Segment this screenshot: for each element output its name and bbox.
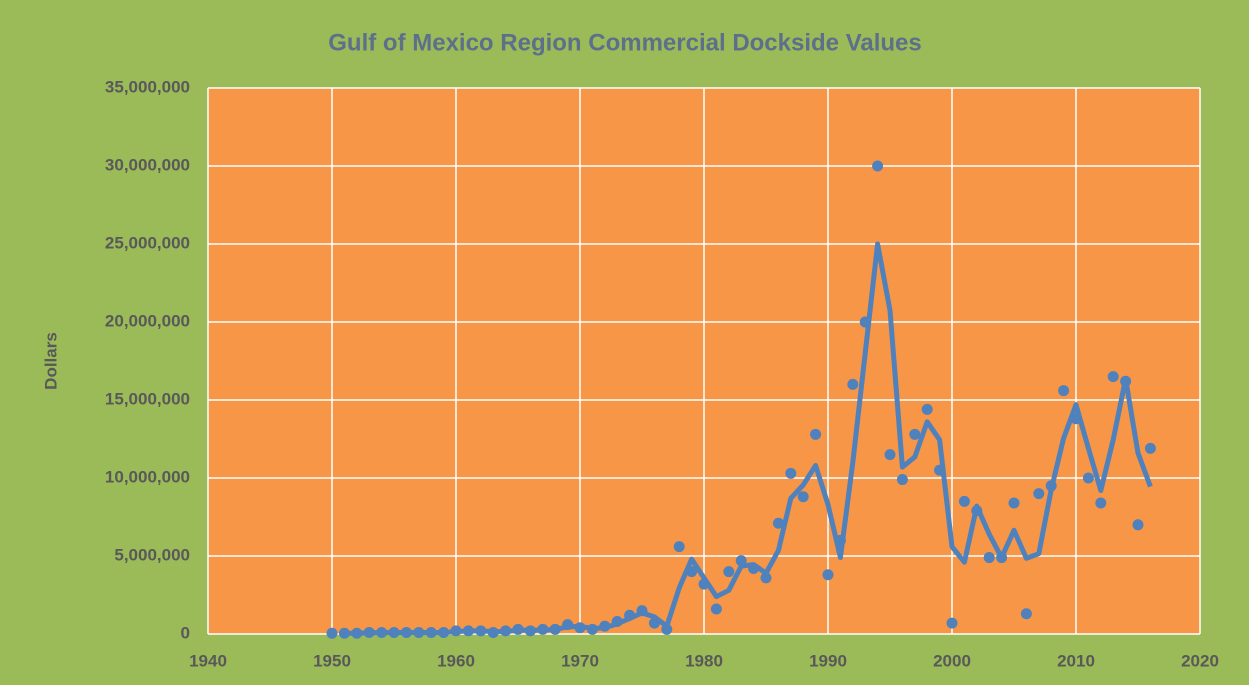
x-tick-label: 2000 [933, 651, 971, 670]
data-point [673, 541, 685, 553]
data-point [810, 428, 822, 440]
data-point [1095, 497, 1107, 509]
data-point [884, 449, 896, 461]
y-tick-label: 5,000,000 [114, 545, 190, 564]
data-point [896, 474, 908, 486]
data-point [1107, 371, 1119, 383]
y-axis-label: Dollars [41, 332, 60, 390]
chart-title: Gulf of Mexico Region Commercial Docksid… [328, 29, 922, 56]
x-tick-label: 1950 [313, 651, 351, 670]
y-tick-label: 15,000,000 [105, 389, 190, 408]
data-point [822, 569, 834, 581]
data-point [760, 572, 772, 584]
data-point [797, 491, 809, 503]
data-point [1008, 497, 1020, 509]
data-point [872, 160, 884, 172]
data-point [772, 517, 784, 529]
x-tick-label: 1960 [437, 651, 475, 670]
data-point [958, 495, 970, 507]
y-tick-label: 35,000,000 [105, 77, 190, 96]
data-point [785, 467, 797, 479]
data-point [983, 552, 995, 564]
x-tick-label: 2020 [1181, 651, 1219, 670]
y-tick-label: 30,000,000 [105, 155, 190, 174]
data-point [1033, 488, 1045, 500]
data-point [1058, 385, 1070, 397]
y-tick-label: 20,000,000 [105, 311, 190, 330]
y-tick-label: 0 [181, 623, 190, 642]
data-point [723, 566, 735, 578]
data-point [1132, 519, 1144, 531]
trend-line [344, 241, 1153, 636]
data-point [1020, 608, 1032, 620]
data-point [921, 403, 933, 415]
data-point [1082, 472, 1094, 484]
x-tick-label: 1970 [561, 651, 599, 670]
data-point [710, 603, 722, 615]
data-point [847, 378, 859, 390]
data-point [1144, 442, 1156, 454]
x-tick-label: 2010 [1057, 651, 1095, 670]
y-tick-label: 25,000,000 [105, 233, 190, 252]
x-tick-label: 1990 [809, 651, 847, 670]
x-tick-label: 1940 [189, 651, 227, 670]
x-tick-label: 1980 [685, 651, 723, 670]
data-point [326, 627, 338, 639]
y-tick-label: 10,000,000 [105, 467, 190, 486]
data-point [946, 617, 958, 629]
data-point [909, 428, 921, 440]
